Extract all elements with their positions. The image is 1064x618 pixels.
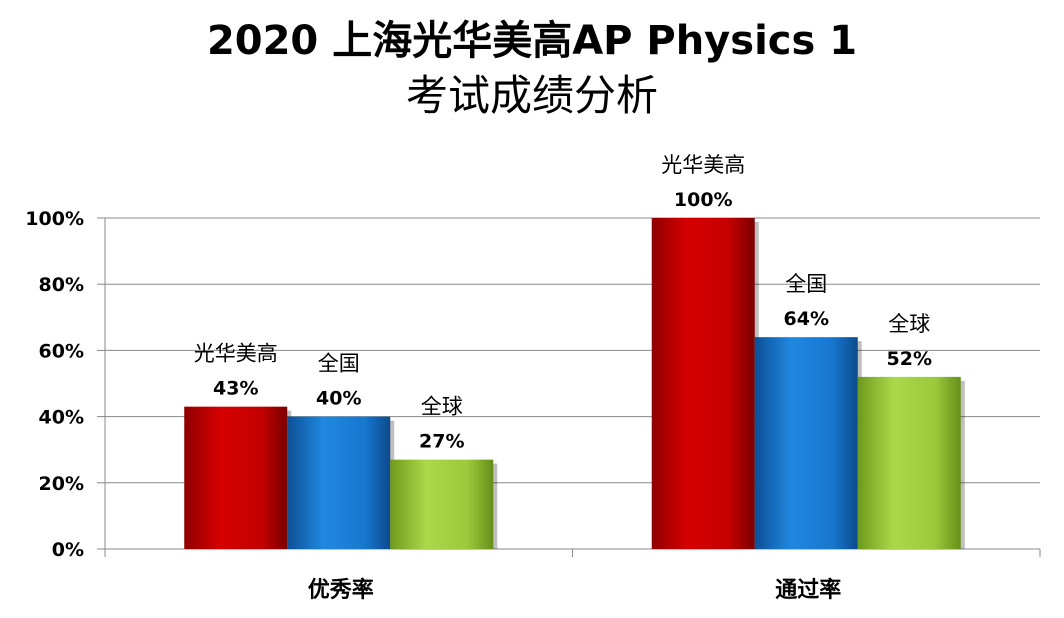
- y-tick-label: 80%: [39, 274, 84, 296]
- bar-光华美高: [651, 218, 755, 549]
- data-label-value: 100%: [674, 189, 733, 211]
- data-label-series: 全球: [888, 312, 930, 336]
- data-label-value: 52%: [887, 348, 932, 370]
- y-tick-label: 20%: [39, 473, 84, 495]
- bar-全球: [390, 459, 494, 549]
- data-label-series: 光华美高: [661, 153, 745, 177]
- data-label-value: 40%: [316, 388, 361, 410]
- data-label-value: 27%: [419, 431, 464, 453]
- y-tick-label: 40%: [39, 407, 84, 429]
- y-tick-label: 0%: [52, 539, 84, 561]
- bar-光华美高: [184, 406, 288, 549]
- chart-title-line2: 考试成绩分析: [405, 71, 658, 120]
- bar-全球: [857, 376, 961, 549]
- data-label-series: 光华美高: [194, 342, 278, 366]
- data-label-value: 43%: [213, 378, 258, 400]
- chart-title-line1: 2020 上海光华美高AP Physics 1: [206, 18, 858, 64]
- bar-全国: [754, 337, 858, 549]
- data-label-series: 全国: [785, 272, 827, 296]
- x-category-label: 通过率: [775, 577, 841, 603]
- y-tick-label: 100%: [25, 208, 84, 230]
- x-category-label: 优秀率: [308, 577, 374, 603]
- data-label-series: 全国: [318, 352, 360, 376]
- data-label-value: 64%: [784, 308, 829, 330]
- data-label-series: 全球: [421, 395, 463, 419]
- y-tick-label: 60%: [39, 340, 84, 362]
- bar-全国: [287, 416, 391, 549]
